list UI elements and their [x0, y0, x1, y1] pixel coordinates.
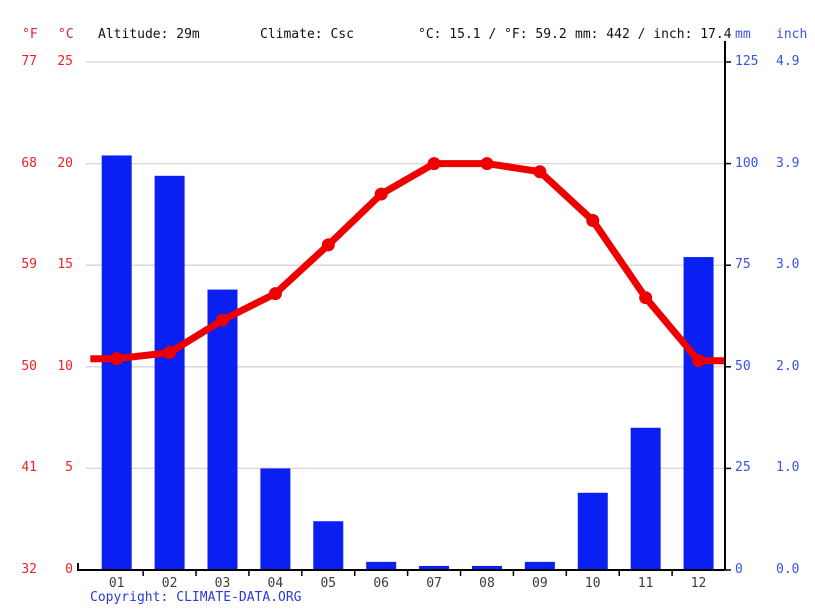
precipitation-bar: [313, 521, 344, 570]
precipitation-bar: [260, 468, 291, 570]
celsius-tick-label: 5: [65, 460, 73, 476]
celsius-tick-label: 25: [57, 54, 73, 69]
celsius-tick-label: 0: [65, 562, 73, 577]
mm-tick-label: 50: [735, 358, 751, 374]
month-label: 03: [214, 576, 231, 591]
temperature-point: [110, 352, 124, 366]
temperature-line: [90, 160, 725, 365]
temperature-point: [374, 187, 388, 201]
precipitation-bar: [366, 561, 397, 570]
copyright-line: Copyright: CLIMATE-DATA.ORG: [90, 590, 302, 606]
fahrenheit-tick-label: 59: [21, 257, 37, 273]
inch-tick-label: 1.0: [776, 460, 800, 476]
fahrenheit-tick-label: 32: [21, 562, 37, 577]
temperature-point: [480, 157, 494, 171]
temperature-point: [639, 291, 653, 305]
month-label: 11: [637, 576, 654, 591]
inch-tick-label: 4.9: [776, 54, 800, 69]
precipitation-bar: [471, 565, 502, 570]
celsius-tick-label: 20: [57, 155, 73, 171]
precipitation-bar: [419, 565, 450, 570]
temperature-point: [163, 346, 177, 360]
header-unit-celsius: °C: [58, 27, 74, 42]
month-label: 10: [584, 576, 601, 591]
mm-tick-label: 125: [735, 54, 759, 69]
month-label: 02: [161, 576, 178, 591]
inch-tick-label: 2.0: [776, 358, 800, 374]
temperature-point: [268, 287, 282, 301]
copyright-label: Copyright:: [90, 590, 169, 605]
temperature-point: [586, 213, 600, 227]
temperature-point: [692, 354, 706, 368]
fahrenheit-tick-label: 50: [21, 358, 37, 374]
precipitation-bar: [577, 492, 608, 570]
precipitation-bar: [154, 175, 185, 571]
header-temp-summary: °C: 15.1 / °F: 59.2: [418, 27, 567, 42]
temperature-point: [321, 238, 335, 252]
month-label: 09: [532, 576, 548, 591]
celsius-tick-label: 15: [57, 257, 73, 273]
mm-tick-label: 25: [735, 460, 751, 476]
celsius-tick-label: 10: [57, 358, 73, 374]
month-label: 07: [426, 576, 442, 591]
inch-tick-label: 3.9: [776, 155, 800, 171]
header-precip-summary: mm: 442 / inch: 17.4: [575, 27, 732, 42]
header-unit-mm: mm: [735, 27, 751, 42]
climate-data-org-link[interactable]: CLIMATE-DATA.ORG: [176, 590, 302, 605]
month-label: 06: [373, 576, 389, 591]
month-label: 08: [479, 576, 495, 591]
temperature-point: [427, 157, 441, 171]
temperature-point: [533, 165, 547, 179]
mm-tick-label: 75: [735, 257, 751, 273]
header-altitude: Altitude: 29m: [98, 27, 200, 42]
precipitation-bar: [207, 289, 238, 570]
month-label: 12: [690, 576, 707, 591]
temperature-point: [215, 313, 229, 327]
header-unit-fahrenheit: °F: [22, 27, 38, 42]
month-label: 04: [267, 576, 284, 591]
inch-tick-label: 3.0: [776, 257, 800, 273]
fahrenheit-tick-label: 41: [21, 460, 37, 476]
precipitation-bar: [524, 561, 555, 570]
month-label: 05: [320, 576, 337, 591]
month-label: 01: [108, 576, 125, 591]
inch-tick-label: 0.0: [776, 562, 800, 577]
fahrenheit-tick-label: 77: [21, 54, 37, 69]
mm-tick-label: 100: [735, 155, 759, 171]
mm-tick-label: 0: [735, 562, 743, 577]
header-unit-inch: inch: [776, 27, 808, 42]
fahrenheit-tick-label: 68: [21, 155, 37, 171]
precipitation-bar: [683, 257, 714, 570]
header-climate-class: Climate: Csc: [260, 27, 354, 42]
precipitation-bar: [630, 427, 661, 570]
